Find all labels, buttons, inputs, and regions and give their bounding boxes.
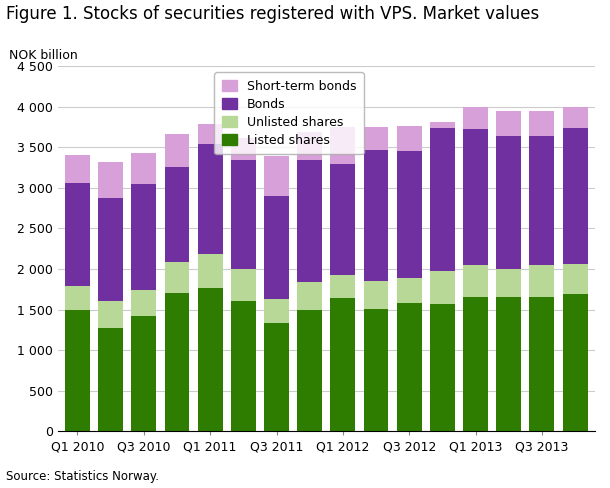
Bar [430,271,455,304]
Bar [264,299,289,323]
Bar [165,293,190,431]
Bar [497,297,521,431]
Bar [497,111,521,136]
Bar [562,106,587,128]
Bar [463,265,488,297]
Bar [131,290,156,316]
Legend: Short-term bonds, Bonds, Unlisted shares, Listed shares: Short-term bonds, Bonds, Unlisted shares… [214,72,364,154]
Bar [529,297,554,431]
Bar [65,310,90,431]
Bar [364,150,389,281]
Bar [562,264,587,294]
Bar [529,136,554,265]
Bar [131,316,156,431]
Bar [331,164,355,275]
Bar [98,302,123,328]
Text: Figure 1. Stocks of securities registered with VPS. Market values: Figure 1. Stocks of securities registere… [6,5,539,23]
Text: Source: Statistics Norway.: Source: Statistics Norway. [6,470,159,483]
Bar [331,275,355,298]
Bar [562,128,587,264]
Bar [198,144,223,254]
Bar [331,298,355,431]
Bar [264,196,289,299]
Bar [297,132,322,160]
Bar [430,304,455,431]
Bar [297,160,322,282]
Bar [430,122,455,128]
Bar [297,282,322,310]
Bar [396,303,422,431]
Bar [65,286,90,310]
Bar [331,127,355,164]
Bar [131,153,156,183]
Bar [165,134,190,166]
Bar [65,155,90,183]
Bar [396,126,422,151]
Bar [264,323,289,431]
Bar [98,328,123,431]
Bar [98,198,123,302]
Bar [231,138,256,160]
Bar [463,129,488,265]
Bar [198,254,223,287]
Bar [463,297,488,431]
Bar [396,151,422,278]
Bar [264,156,289,196]
Bar [297,310,322,431]
Bar [198,124,223,144]
Bar [65,183,90,286]
Text: NOK billion: NOK billion [9,49,78,62]
Bar [98,162,123,198]
Bar [165,262,190,293]
Bar [396,278,422,303]
Bar [562,294,587,431]
Bar [231,301,256,431]
Bar [198,287,223,431]
Bar [231,269,256,301]
Bar [131,183,156,290]
Bar [529,265,554,297]
Bar [165,166,190,262]
Bar [364,309,389,431]
Bar [364,127,389,150]
Bar [463,107,488,129]
Bar [430,128,455,271]
Bar [529,111,554,136]
Bar [497,136,521,269]
Bar [497,269,521,297]
Bar [231,160,256,269]
Bar [364,281,389,309]
